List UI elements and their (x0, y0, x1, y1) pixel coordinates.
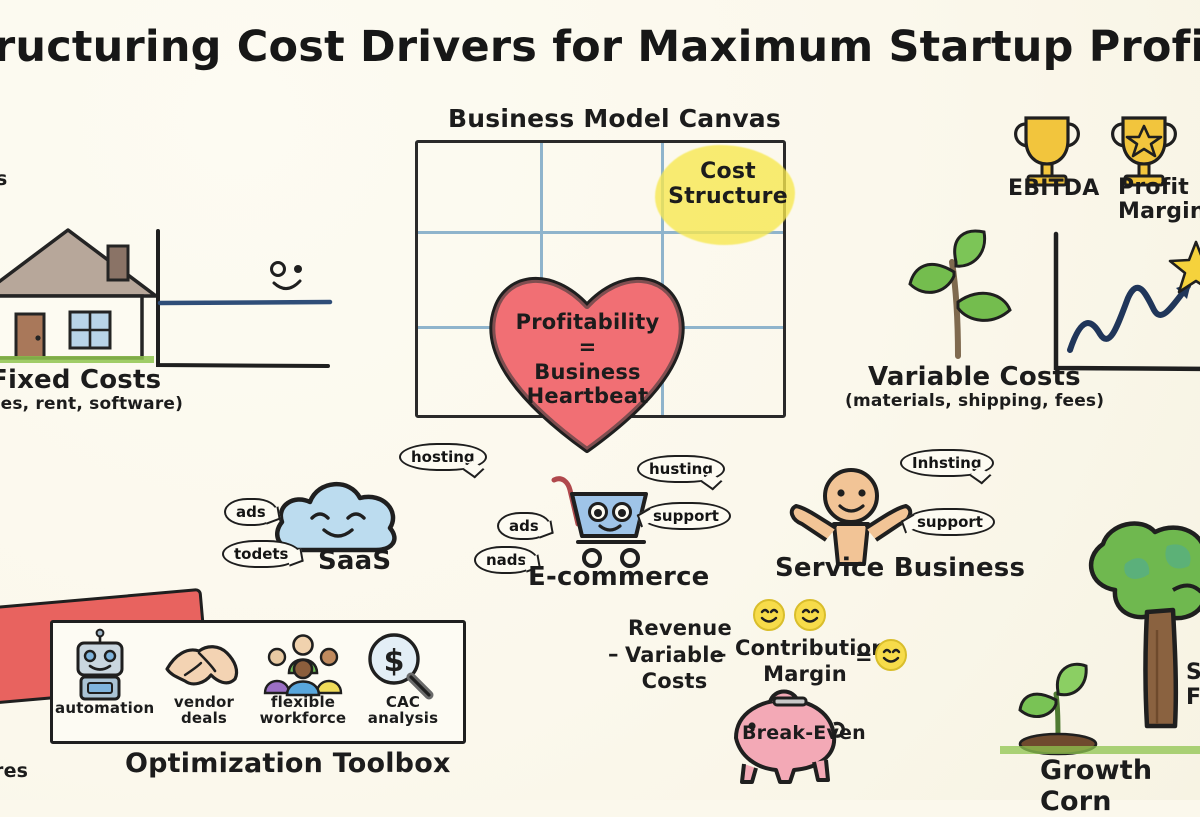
cloud-icon (268, 468, 408, 558)
variable-costs-label: Variable Costs (868, 362, 1081, 392)
optimization-toolbox-panel: automation vendor deals flexible workfor… (50, 620, 466, 744)
formula-operator-1: – (608, 642, 619, 666)
ecommerce-label: E-commerce (528, 562, 710, 592)
tool-label-vendor-deals-line1: vendor (173, 693, 235, 711)
canvas-title: Business Model Canvas (448, 104, 781, 133)
house-icon (0, 218, 168, 368)
bubble-service-inhsting: Inhsting (900, 449, 994, 477)
ebitda-label: EBITDA (1008, 176, 1100, 201)
formula-term-variable-costs: Variable Costs (625, 642, 724, 694)
formula-term-contribution-margin: Contribution Margin (735, 636, 887, 687)
trophy-profit-margin-icon (1105, 110, 1183, 190)
smiley-icon-1 (752, 598, 786, 632)
tool-label-cac-analysis-line1: CAC (385, 693, 421, 711)
bubble-ecommerce-nads: nads (474, 546, 539, 574)
bubble-saas-todets: todets (222, 540, 301, 568)
formula-operator-2: – (716, 642, 727, 666)
tool-label-vendor-deals-line2: deals (180, 708, 228, 727)
sprout-icon (888, 228, 1028, 363)
smiley-icon-result (874, 638, 908, 672)
heart-text: Profitability = Business Heartbeat (480, 310, 695, 409)
fixed-costs-sublabel: ries, rent, software) (0, 394, 184, 414)
shopping-cart-icon (548, 470, 658, 570)
grid-line-v2 (661, 143, 664, 415)
profit-margin-line1: Profit (1118, 175, 1189, 200)
bubble-saas-hosting: hosting (399, 443, 487, 471)
formula-term-revenue: Revenue (628, 616, 732, 640)
growth-line-chart (1048, 228, 1200, 388)
tool-label-flexible-workforce: flexible workforce (253, 693, 353, 727)
growth-cropped-right-line2: F (1186, 685, 1200, 711)
heart-line-4: Heartbeat (526, 384, 649, 409)
cost-structure-label: Cost Structure (663, 159, 793, 209)
person-icon (786, 466, 916, 566)
bubble-ecommerce-husting: husting (637, 455, 726, 483)
growth-cropped-right-line1: S (1186, 660, 1200, 685)
robot-icon (65, 628, 135, 701)
growth-cropped-right-label: S F (1186, 660, 1200, 711)
tool-label-flexible-workforce-line2: workforce (259, 708, 347, 727)
fixed-cost-flat-chart (150, 225, 333, 380)
heart-line-2: = (578, 334, 597, 359)
variable-costs-sublabel: (materials, shipping, fees) (845, 391, 1105, 411)
saas-label: SaaS (318, 546, 392, 576)
tool-label-cac-analysis-line2: analysis (367, 708, 439, 727)
profit-margin-label: Profit Margin (1118, 176, 1200, 224)
bubble-ecommerce-support: support (641, 502, 731, 530)
service-business-label: Service Business (775, 553, 1026, 583)
optimization-toolbox-title: Optimization Toolbox (125, 748, 451, 779)
profit-margin-line2: Margin (1118, 198, 1200, 224)
bubble-ecommerce-ads: ads (497, 512, 551, 540)
growth-sprout-icon (1000, 648, 1200, 758)
magnifier-dollar-icon: $ (363, 631, 437, 701)
tool-label-vendor-deals: vendor deals (158, 693, 250, 727)
trophy-ebitda-icon (1008, 110, 1086, 190)
profitability-heart-icon (480, 258, 695, 458)
piggy-bank-icon (718, 680, 848, 785)
fixed-costs-label: Fixed Costs (0, 365, 162, 395)
heart-line-3: Business (534, 359, 641, 384)
formula-term-variable-costs-line2: Costs (641, 669, 708, 694)
tool-label-flexible-workforce-line1: flexible (270, 693, 336, 711)
cost-structure-line2: Structure (668, 183, 788, 209)
heart-line-1: Profitability (515, 310, 660, 334)
formula-term-contribution-margin-line1: Contribution (735, 636, 887, 660)
page-title: ructuring Cost Drivers for Maximum Start… (0, 22, 1200, 72)
formula-term-variable-costs-line1: Variable (625, 643, 725, 667)
bubble-service-support: support (905, 508, 995, 536)
handshake-icon (163, 635, 243, 697)
bubble-saas-ads: ads (224, 498, 278, 526)
tool-label-cac-analysis: CAC analysis (355, 693, 451, 727)
break-even-label: Break-Even (742, 722, 866, 744)
tool-label-automation: automation (55, 699, 155, 717)
formula-term-contribution-margin-line2: Margin (763, 661, 847, 686)
cost-structure-highlight (655, 145, 795, 245)
tree-icon (1055, 520, 1200, 750)
people-icon (261, 631, 345, 697)
cropped-top-left-label: s (0, 168, 8, 190)
smiley-icon-2 (793, 598, 827, 632)
growth-corner-title: Growth Corn (1040, 755, 1153, 817)
formula-operator-equals: = (855, 645, 873, 669)
cropped-bottom-left-label: res (0, 760, 29, 782)
grid-line-h1 (418, 231, 783, 234)
svg-text:$: $ (384, 644, 405, 679)
cost-structure-line1: Cost (700, 159, 756, 184)
